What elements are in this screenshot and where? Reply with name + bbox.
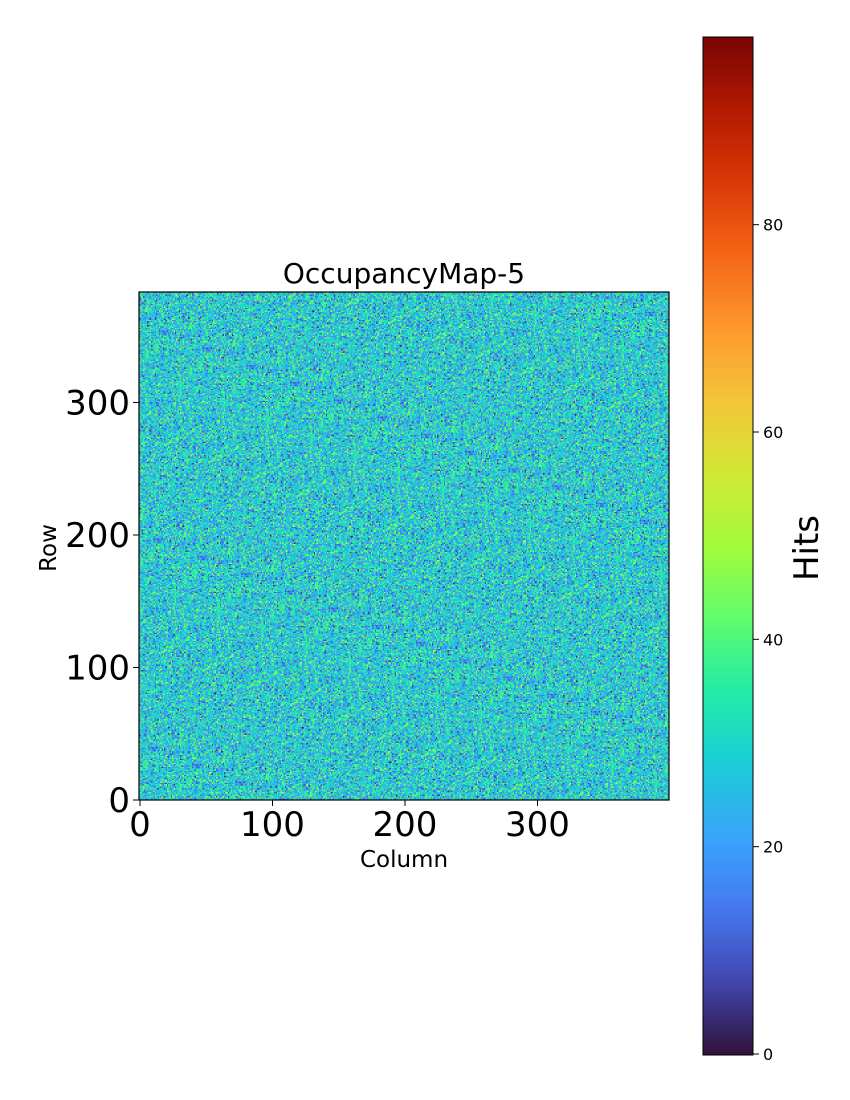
colorbar-tick-label: 40 (763, 630, 783, 649)
y-tick-label: 100 (65, 649, 130, 689)
x-tick-label: 100 (240, 805, 305, 845)
colorbar-tick-label: 20 (763, 838, 783, 857)
x-tick-label: 300 (505, 805, 570, 845)
colorbar-tick-label: 60 (763, 423, 783, 442)
plot-frame (138, 291, 670, 801)
heatmap-image (139, 292, 669, 800)
x-tick-label: 200 (373, 805, 438, 845)
y-axis-label: Row (36, 524, 62, 572)
colorbar: 0 20 40 60 80 Hits (702, 36, 827, 1064)
y-tick-label: 300 (65, 384, 130, 424)
colorbar-gradient (702, 36, 754, 1056)
colorbar-tick-label: 0 (763, 1045, 773, 1064)
x-axis: 0 100 200 300 Column (129, 800, 570, 873)
y-tick-label: 0 (108, 781, 130, 821)
colorbar-label: Hits (787, 515, 827, 581)
heatmap-area (139, 292, 669, 800)
x-tick-label: 0 (129, 805, 151, 845)
x-axis-label: Column (360, 847, 448, 873)
chart-title: OccupancyMap-5 (283, 257, 525, 290)
colorbar-tick-label: 80 (763, 216, 783, 235)
y-tick-label: 200 (65, 516, 130, 556)
y-axis: 0 100 200 300 Row (36, 384, 139, 821)
